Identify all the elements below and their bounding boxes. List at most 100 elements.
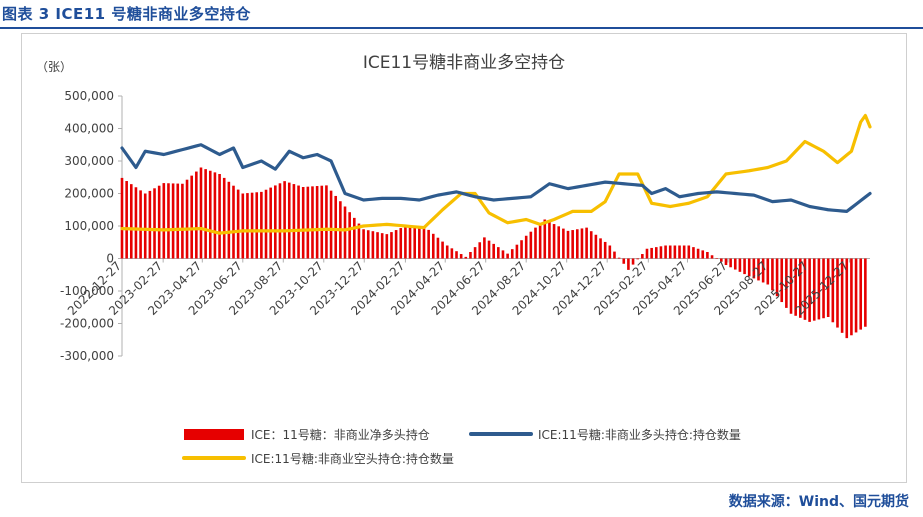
net-position-bar bbox=[497, 247, 500, 259]
net-position-bar bbox=[199, 167, 203, 259]
y-axis-unit: （张） bbox=[36, 60, 72, 74]
net-position-bar bbox=[418, 226, 421, 259]
net-position-bar bbox=[831, 258, 835, 323]
net-position-bar bbox=[473, 247, 477, 259]
legend-label-short: ICE:11号糖:非商业空头持仓:持仓数量 bbox=[251, 451, 454, 466]
net-position-bar bbox=[757, 258, 760, 281]
net-position-bar bbox=[204, 169, 207, 259]
y-tick-label: -300,000 bbox=[60, 349, 114, 363]
net-position-bar bbox=[720, 258, 723, 262]
net-position-bar bbox=[826, 258, 830, 317]
net-position-bar bbox=[404, 226, 407, 259]
net-position-bar bbox=[580, 228, 584, 259]
net-position-bar bbox=[645, 248, 649, 259]
axes bbox=[118, 95, 870, 357]
legend-swatch-net bbox=[184, 429, 244, 440]
net-position-bar bbox=[227, 181, 231, 259]
net-position-bar bbox=[176, 183, 180, 259]
long-position-line bbox=[120, 143, 872, 213]
net-position-bar bbox=[329, 190, 333, 259]
net-position-bar bbox=[171, 183, 175, 259]
net-position-bar bbox=[478, 242, 482, 259]
net-position-bar bbox=[153, 188, 156, 259]
legend-label-net: ICE：11号糖：非商业净多头持仓 bbox=[251, 427, 430, 442]
net-position-bar bbox=[459, 254, 463, 259]
net-position-bar bbox=[390, 232, 393, 259]
net-position-bar bbox=[785, 258, 788, 308]
net-position-bar bbox=[125, 181, 128, 259]
chart-frame: ICE11号糖非商业多空持仓 （张） -300,000 -200,000 -100,… bbox=[21, 33, 907, 483]
net-position-bar bbox=[761, 258, 765, 283]
net-position-bar bbox=[636, 258, 639, 260]
net-position-bar bbox=[706, 252, 709, 259]
legend-label-long: ICE:11号糖:非商业多头持仓:持仓数量 bbox=[538, 427, 741, 442]
net-position-bar bbox=[729, 258, 732, 268]
net-position-bar bbox=[120, 177, 124, 259]
net-position-bar bbox=[771, 258, 774, 291]
net-position-bar bbox=[469, 252, 472, 259]
net-position-bar bbox=[260, 191, 263, 259]
net-position-bar bbox=[380, 233, 384, 259]
net-position-bar bbox=[320, 185, 324, 259]
net-position-bar bbox=[631, 258, 635, 265]
net-position-bar bbox=[445, 245, 449, 259]
net-position-bar bbox=[487, 240, 491, 259]
net-position-bar bbox=[311, 186, 314, 259]
net-position-bar bbox=[543, 219, 547, 259]
net-position-bar bbox=[334, 195, 338, 259]
net-position-bar bbox=[348, 212, 351, 259]
net-position-bar bbox=[529, 231, 533, 259]
net-position-bars bbox=[120, 167, 867, 339]
net-position-bar bbox=[139, 190, 142, 259]
net-position-bar bbox=[538, 223, 542, 259]
net-position-bar bbox=[195, 171, 198, 259]
net-position-bar bbox=[599, 238, 602, 259]
y-tick-label: -100,000 bbox=[60, 284, 114, 298]
net-position-bar bbox=[840, 258, 844, 333]
figure-caption: 图表 3 ICE11 号糖非商业多空持仓 bbox=[2, 5, 251, 23]
net-position-bar bbox=[483, 237, 486, 259]
caption-rule bbox=[0, 27, 923, 29]
net-position-bar bbox=[353, 217, 356, 259]
net-position-bar bbox=[464, 256, 468, 259]
net-position-bar bbox=[859, 258, 863, 330]
net-position-bar bbox=[255, 192, 259, 259]
net-position-bar bbox=[181, 183, 184, 259]
y-tick-label: 0 bbox=[106, 252, 114, 266]
net-position-bar bbox=[148, 190, 152, 259]
net-position-bar bbox=[715, 258, 718, 259]
net-position-bar bbox=[269, 187, 272, 259]
net-position-bar bbox=[264, 189, 268, 259]
net-position-bar bbox=[803, 258, 807, 320]
net-position-bar bbox=[162, 183, 166, 259]
net-position-bar bbox=[766, 258, 770, 285]
net-position-bar bbox=[836, 258, 839, 328]
net-position-bar bbox=[385, 234, 389, 259]
net-position-bar bbox=[534, 227, 537, 259]
net-position-bar bbox=[283, 181, 286, 259]
net-position-bar bbox=[190, 175, 193, 259]
net-position-bar bbox=[278, 183, 282, 259]
y-tick-label: 200,000 bbox=[64, 187, 114, 201]
net-position-bar bbox=[743, 258, 746, 275]
net-position-bar bbox=[431, 233, 435, 259]
net-position-bar bbox=[134, 187, 138, 259]
source-note: 数据来源：Wind、国元期货 bbox=[728, 494, 909, 510]
net-position-bar bbox=[413, 226, 416, 259]
net-position-bar bbox=[654, 247, 658, 259]
net-position-bar bbox=[185, 179, 189, 259]
net-position-bar bbox=[733, 258, 737, 270]
y-tick-label: -200,000 bbox=[60, 317, 114, 331]
net-position-bar bbox=[315, 186, 319, 259]
x-tick-labels: 2022-12-272023-02-272023-04-272023-06-27… bbox=[65, 259, 852, 318]
net-position-bar bbox=[603, 241, 607, 259]
net-position-bar bbox=[668, 245, 672, 259]
net-position-bar bbox=[701, 250, 705, 259]
net-position-bar bbox=[775, 258, 779, 297]
net-position-bar bbox=[376, 232, 379, 259]
net-position-bar bbox=[213, 172, 217, 259]
net-position-bar bbox=[422, 226, 426, 259]
net-position-bar bbox=[571, 230, 574, 259]
net-position-bar bbox=[752, 258, 756, 279]
net-position-bar bbox=[562, 228, 565, 259]
